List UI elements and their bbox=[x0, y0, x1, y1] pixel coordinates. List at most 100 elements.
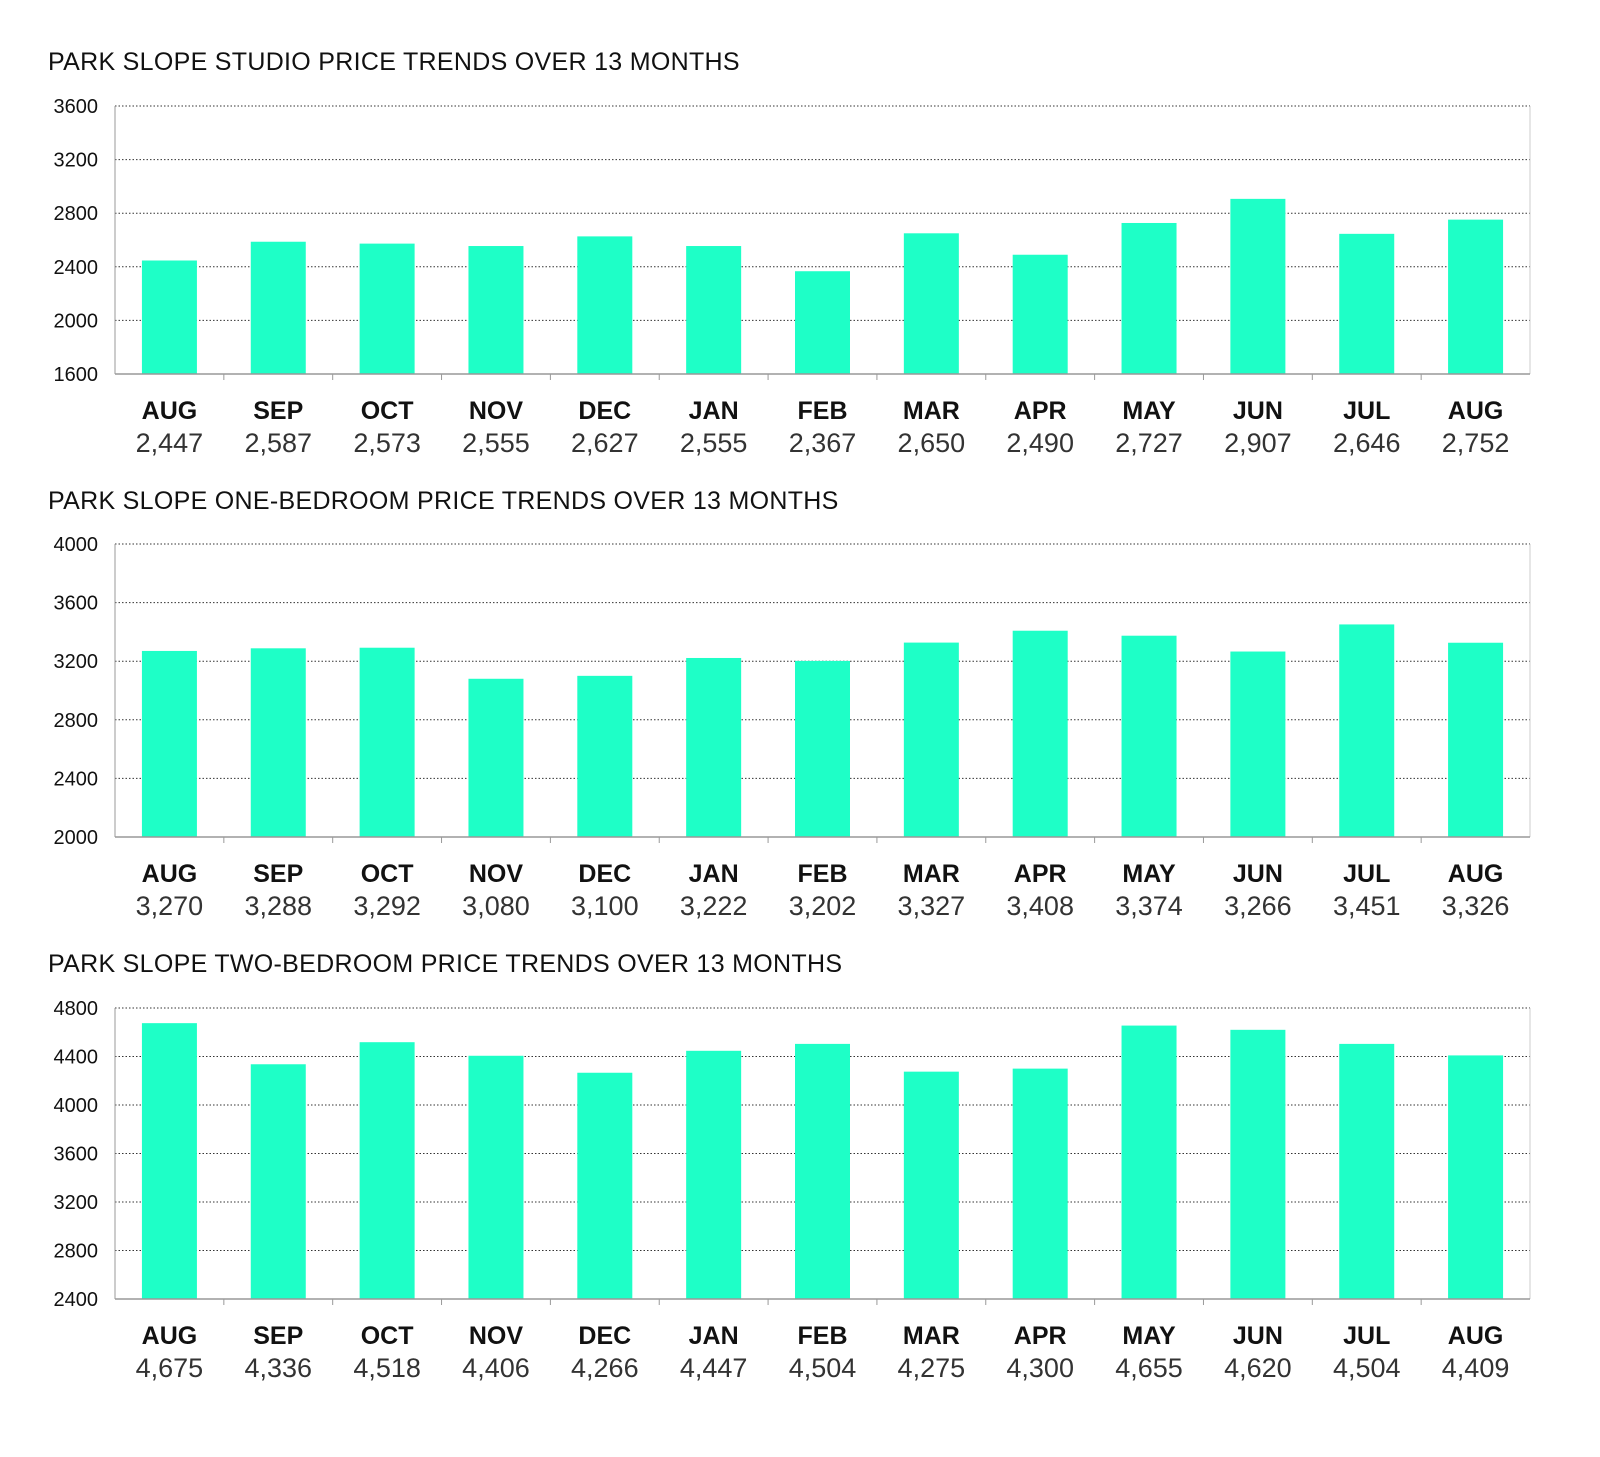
y-tick-label: 2800 bbox=[54, 1241, 99, 1263]
data-value-label: 3,374 bbox=[1115, 891, 1183, 921]
x-category-label: OCT bbox=[361, 860, 414, 888]
data-value-label: 4,300 bbox=[1006, 1353, 1074, 1383]
data-value-label: 4,620 bbox=[1224, 1353, 1292, 1383]
x-category-label: DEC bbox=[578, 860, 631, 888]
data-value-label: 2,555 bbox=[680, 428, 748, 458]
x-category-label: AUG bbox=[142, 1322, 198, 1350]
data-value-label: 4,675 bbox=[136, 1353, 204, 1383]
bar bbox=[577, 236, 633, 374]
y-tick-label: 2800 bbox=[54, 710, 99, 732]
bar bbox=[686, 1050, 742, 1299]
x-category-label: DEC bbox=[578, 397, 631, 425]
x-category-label: OCT bbox=[361, 397, 414, 425]
bar bbox=[577, 1072, 633, 1299]
data-value-label: 3,327 bbox=[898, 891, 966, 921]
y-tick-label: 3600 bbox=[54, 1144, 99, 1166]
data-value-label: 4,655 bbox=[1115, 1353, 1183, 1383]
data-value-label: 4,406 bbox=[462, 1353, 530, 1383]
x-category-label: MAY bbox=[1122, 1322, 1176, 1350]
x-category-label: AUG bbox=[142, 397, 198, 425]
data-value-label: 2,573 bbox=[353, 428, 421, 458]
x-category-label: AUG bbox=[142, 860, 198, 888]
chart-svg: 1600 2000 2400 2800 3200 3600 AUG 2,447 SEP 2,587… bbox=[54, 96, 1531, 458]
bar bbox=[795, 1043, 850, 1299]
bar bbox=[1448, 219, 1504, 374]
bar bbox=[1121, 222, 1177, 374]
data-value-label: 3,451 bbox=[1333, 891, 1401, 921]
bar bbox=[1230, 651, 1286, 837]
data-value-label: 3,080 bbox=[462, 891, 530, 921]
x-category-label: JUN bbox=[1233, 860, 1283, 888]
x-category-label: AUG bbox=[1448, 1322, 1504, 1350]
data-value-label: 3,408 bbox=[1006, 891, 1074, 921]
x-category-label: MAR bbox=[903, 1322, 960, 1350]
x-category-label: JUL bbox=[1343, 397, 1390, 425]
x-category-label: APR bbox=[1014, 397, 1067, 425]
x-category-label: JAN bbox=[689, 860, 739, 888]
data-value-label: 2,646 bbox=[1333, 428, 1401, 458]
chart-title: PARK SLOPE TWO-BEDROOM PRICE TRENDS OVER… bbox=[48, 950, 843, 978]
bar bbox=[1339, 624, 1395, 837]
x-category-label: JUL bbox=[1343, 1322, 1390, 1350]
bar bbox=[1121, 635, 1177, 837]
bar bbox=[1012, 630, 1068, 837]
bar bbox=[250, 1064, 306, 1299]
data-value-label: 4,447 bbox=[680, 1353, 748, 1383]
x-category-label: JAN bbox=[689, 1322, 739, 1350]
x-category-label: AUG bbox=[1448, 860, 1504, 888]
y-tick-label: 2400 bbox=[54, 1289, 99, 1311]
bar bbox=[795, 271, 850, 374]
bar bbox=[250, 648, 306, 837]
bar bbox=[1339, 1043, 1395, 1299]
y-tick-label: 3200 bbox=[54, 651, 99, 673]
y-tick-label: 1600 bbox=[54, 364, 99, 386]
x-category-label: FEB bbox=[798, 397, 848, 425]
chart-title: PARK SLOPE STUDIO PRICE TRENDS OVER 13 M… bbox=[48, 48, 740, 76]
data-value-label: 4,504 bbox=[1333, 1353, 1401, 1383]
x-category-label: FEB bbox=[798, 1322, 848, 1350]
data-value-label: 2,555 bbox=[462, 428, 530, 458]
data-value-label: 3,222 bbox=[680, 891, 748, 921]
bar bbox=[468, 246, 524, 374]
x-category-label: APR bbox=[1014, 1322, 1067, 1350]
x-category-label: NOV bbox=[469, 860, 524, 888]
bar bbox=[141, 650, 197, 837]
x-category-label: NOV bbox=[469, 397, 524, 425]
data-value-label: 4,266 bbox=[571, 1353, 639, 1383]
bar bbox=[1448, 642, 1504, 837]
x-category-label: SEP bbox=[253, 860, 303, 888]
x-category-label: JUN bbox=[1233, 397, 1283, 425]
y-tick-label: 4400 bbox=[54, 1047, 99, 1069]
bar bbox=[903, 1071, 959, 1299]
y-tick-label: 4000 bbox=[54, 1095, 99, 1117]
x-category-label: OCT bbox=[361, 1322, 414, 1350]
bar bbox=[141, 260, 197, 374]
x-category-label: MAR bbox=[903, 860, 960, 888]
bar bbox=[1339, 233, 1395, 374]
y-tick-label: 2400 bbox=[54, 257, 99, 279]
bar bbox=[795, 660, 850, 837]
x-category-label: NOV bbox=[469, 1322, 524, 1350]
x-category-label: JUL bbox=[1343, 860, 1390, 888]
y-tick-label: 3600 bbox=[54, 593, 99, 615]
bar bbox=[686, 657, 742, 837]
data-value-label: 2,490 bbox=[1006, 428, 1074, 458]
bar bbox=[1012, 1068, 1068, 1299]
data-value-label: 3,326 bbox=[1442, 891, 1510, 921]
bar bbox=[1448, 1055, 1504, 1299]
data-value-label: 4,336 bbox=[244, 1353, 312, 1383]
x-category-label: JUN bbox=[1233, 1322, 1283, 1350]
data-value-label: 4,518 bbox=[353, 1353, 421, 1383]
bar bbox=[686, 246, 742, 374]
bar bbox=[1230, 1029, 1286, 1299]
x-category-label: MAY bbox=[1122, 860, 1176, 888]
data-value-label: 2,650 bbox=[898, 428, 966, 458]
y-tick-label: 2400 bbox=[54, 768, 99, 790]
data-value-label: 3,266 bbox=[1224, 891, 1292, 921]
data-value-label: 2,907 bbox=[1224, 428, 1292, 458]
x-category-label: SEP bbox=[253, 1322, 303, 1350]
x-category-label: MAR bbox=[903, 397, 960, 425]
y-tick-label: 3600 bbox=[54, 96, 99, 118]
x-category-label: APR bbox=[1014, 860, 1067, 888]
bar bbox=[1121, 1025, 1177, 1299]
